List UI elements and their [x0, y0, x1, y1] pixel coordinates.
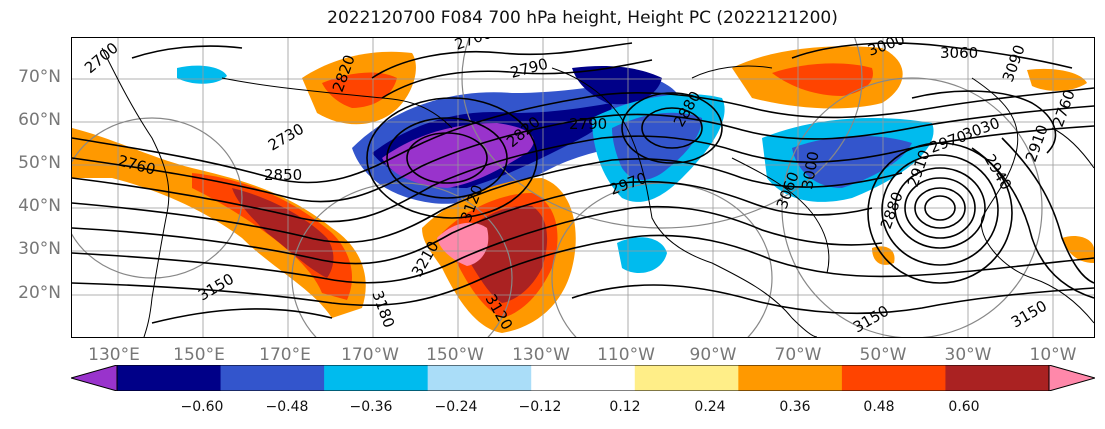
- lon-label-90w: 90°W: [689, 345, 737, 365]
- height-contours: [72, 42, 1094, 324]
- lon-label-10w: 10°W: [1029, 345, 1077, 365]
- colorbar-segment: [945, 365, 1050, 391]
- lat-label-50n: 50°N: [18, 153, 61, 173]
- contour-label: 2850: [264, 166, 302, 184]
- colorbar-left-extension: [69, 364, 118, 392]
- colorbar-segment: [531, 365, 636, 391]
- colorbar-tick: −0.48: [265, 399, 309, 415]
- colorbar-tick: −0.36: [349, 399, 393, 415]
- colorbar-tick: −0.12: [518, 399, 562, 415]
- colorbar-tick: 0.12: [609, 399, 641, 415]
- lat-label-40n: 40°N: [18, 196, 61, 216]
- grey-arcs: [72, 38, 1043, 337]
- lon-label-150w: 150°W: [426, 345, 484, 365]
- lon-label-170w: 170°W: [341, 345, 399, 365]
- lon-label-150e: 150°E: [173, 345, 225, 365]
- colorbar-segment: [427, 365, 532, 391]
- map-panel: 2700 2700 2790 2790 2820 2880 2760 2730 …: [71, 37, 1095, 338]
- lon-label-70w: 70°W: [774, 345, 822, 365]
- coastlines: [101, 47, 1094, 337]
- lon-label-170e: 170°E: [259, 345, 311, 365]
- contour-label: 3060: [940, 44, 978, 62]
- lat-label-70n: 70°N: [18, 67, 61, 87]
- colorbar-segment: [324, 365, 429, 391]
- colorbar-tick: 0.24: [694, 399, 726, 415]
- colorbar-tick: 0.36: [779, 399, 811, 415]
- lon-label-110w: 110°W: [597, 345, 655, 365]
- colorbar-graphic: [69, 364, 1097, 392]
- lat-label-30n: 30°N: [18, 239, 61, 259]
- lat-label-20n: 20°N: [18, 283, 61, 303]
- colorbar-segment: [634, 365, 739, 391]
- colorbar: [69, 364, 1097, 392]
- lat-label-60n: 60°N: [18, 110, 61, 130]
- lon-label-130w: 130°W: [512, 345, 570, 365]
- lon-label-30w: 30°W: [944, 345, 992, 365]
- colorbar-segment: [117, 365, 222, 391]
- colorbar-tick: 0.48: [863, 399, 895, 415]
- map-canvas: 2700 2700 2790 2790 2820 2880 2760 2730 …: [72, 38, 1094, 337]
- lon-label-130e: 130°E: [88, 345, 140, 365]
- map-title: 2022120700 F084 700 hPa height, Height P…: [327, 8, 838, 28]
- colorbar-tick: −0.24: [434, 399, 478, 415]
- colorbar-segment: [841, 365, 946, 391]
- colorbar-right-extension: [1048, 364, 1097, 392]
- colorbar-segment: [738, 365, 843, 391]
- contour-label: 2790: [569, 115, 607, 133]
- lon-label-50w: 50°W: [859, 345, 907, 365]
- colorbar-tick: −0.60: [180, 399, 224, 415]
- colorbar-tick: 0.60: [948, 399, 980, 415]
- colorbar-segment: [220, 365, 325, 391]
- graticule: [72, 38, 1094, 337]
